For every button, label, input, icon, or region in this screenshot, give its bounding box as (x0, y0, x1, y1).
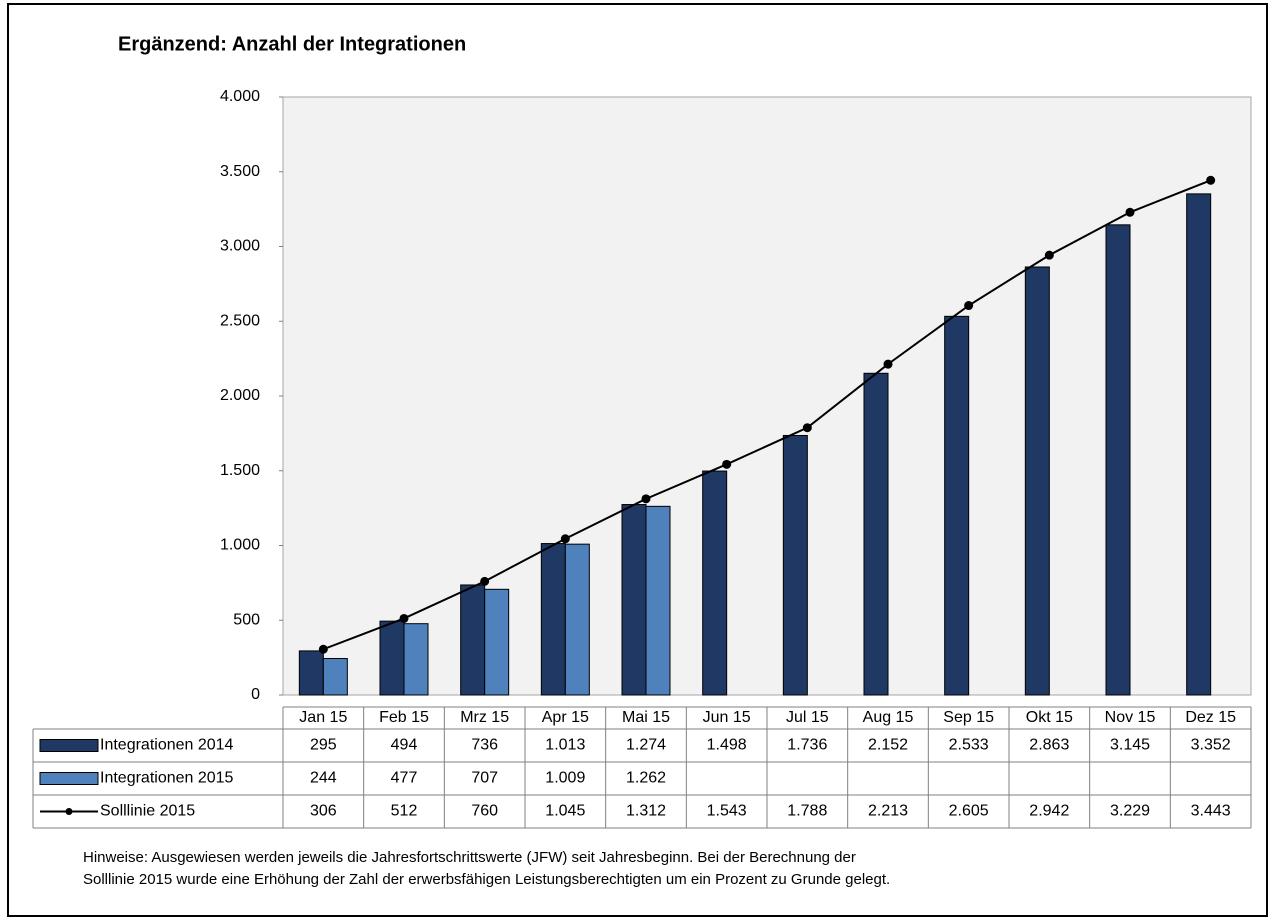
point (802, 423, 812, 433)
y-tick-label: 500 (233, 611, 260, 628)
bar (540, 543, 566, 696)
bar (645, 505, 671, 696)
table-value: 3.352 (1191, 737, 1231, 754)
table-value: 1.788 (787, 803, 827, 820)
table-value: 512 (391, 803, 418, 820)
point (722, 459, 732, 469)
point (964, 301, 974, 311)
line (322, 179, 1212, 651)
table-value: 1.009 (545, 770, 585, 787)
bar (322, 658, 348, 696)
y-tick-label: 1.000 (220, 537, 260, 554)
table-value: 2.213 (868, 803, 908, 820)
table-value: 1.312 (626, 803, 666, 820)
table-value: 1.736 (787, 737, 827, 754)
table-value: 1.262 (626, 770, 666, 787)
table-value: 306 (310, 803, 337, 820)
y-tick-label: 0 (251, 686, 260, 703)
bar (782, 434, 808, 696)
x-tick-label: Mai 15 (622, 709, 670, 726)
bar (379, 620, 405, 696)
x-tick-label: Jun 15 (703, 709, 751, 726)
table-value: 760 (471, 803, 498, 820)
table-value: 2.863 (1029, 737, 1069, 754)
note: Solllinie 2015 wurde eine Erhöhung der Z… (83, 871, 890, 888)
bar (484, 588, 510, 696)
bar (1024, 266, 1050, 696)
frame (7, 3, 1268, 917)
y-tick-label: 2.500 (220, 312, 260, 329)
table-value: 1.498 (707, 737, 747, 754)
legend-swatch (39, 739, 99, 752)
bar (403, 623, 429, 696)
bar (460, 584, 486, 696)
bar (702, 470, 728, 696)
point (399, 613, 409, 623)
x-tick-label: Okt 15 (1026, 709, 1073, 726)
bar (298, 650, 324, 696)
bar (863, 372, 889, 696)
bar (1105, 224, 1131, 696)
table-value: 2.152 (868, 737, 908, 754)
legend-swatch (39, 772, 99, 785)
point (318, 644, 328, 654)
x-tick-label: Apr 15 (542, 709, 589, 726)
y-tick-label: 2.000 (220, 387, 260, 404)
table-value: 3.145 (1110, 737, 1150, 754)
table-value: 1.013 (545, 737, 585, 754)
bar (621, 504, 647, 696)
table-value: 736 (471, 737, 498, 754)
point (480, 576, 490, 586)
y-tick-label: 1.500 (220, 462, 260, 479)
table-value: 707 (471, 770, 498, 787)
point (560, 534, 570, 544)
table-value: 2.942 (1029, 803, 1069, 820)
bar (564, 543, 590, 696)
table-value: 1.543 (707, 803, 747, 820)
point (1125, 207, 1135, 217)
bar (944, 315, 970, 696)
x-tick-label: Aug 15 (863, 709, 914, 726)
table-value: 244 (310, 770, 337, 787)
table-value: 2.605 (949, 803, 989, 820)
table-value: 2.533 (949, 737, 989, 754)
x-tick-label: Feb 15 (379, 709, 429, 726)
x-tick-label: Dez 15 (1185, 709, 1236, 726)
legend-label: Solllinie 2015 (100, 803, 195, 820)
table-value: 1.274 (626, 737, 666, 754)
table-value: 1.045 (545, 803, 585, 820)
legend-marker (65, 808, 73, 815)
table-value: 3.443 (1191, 803, 1231, 820)
legend-label: Integrationen 2014 (100, 737, 234, 754)
y-tick-label: 3.500 (220, 163, 260, 180)
point (1206, 175, 1216, 185)
x-tick-label: Jan 15 (299, 709, 347, 726)
x-tick-label: Nov 15 (1105, 709, 1156, 726)
point (1044, 250, 1054, 260)
y-tick-label: 4.000 (220, 88, 260, 105)
table-value: 494 (391, 737, 418, 754)
table-value: 3.229 (1110, 803, 1150, 820)
x-tick-label: Mrz 15 (460, 709, 509, 726)
x-tick-label: Sep 15 (943, 709, 994, 726)
table-value: 295 (310, 737, 337, 754)
table-value: 477 (391, 770, 418, 787)
point (641, 494, 651, 504)
bar (1186, 193, 1212, 696)
chart-title: Ergänzend: Anzahl der Integrationen (118, 33, 466, 55)
point (883, 359, 893, 369)
plot-area (282, 96, 1252, 696)
legend-label: Integrationen 2015 (100, 770, 234, 787)
x-tick-label: Jul 15 (786, 709, 829, 726)
note: Hinweise: Ausgewiesen werden jeweils die… (83, 849, 856, 866)
y-tick-label: 3.000 (220, 238, 260, 255)
